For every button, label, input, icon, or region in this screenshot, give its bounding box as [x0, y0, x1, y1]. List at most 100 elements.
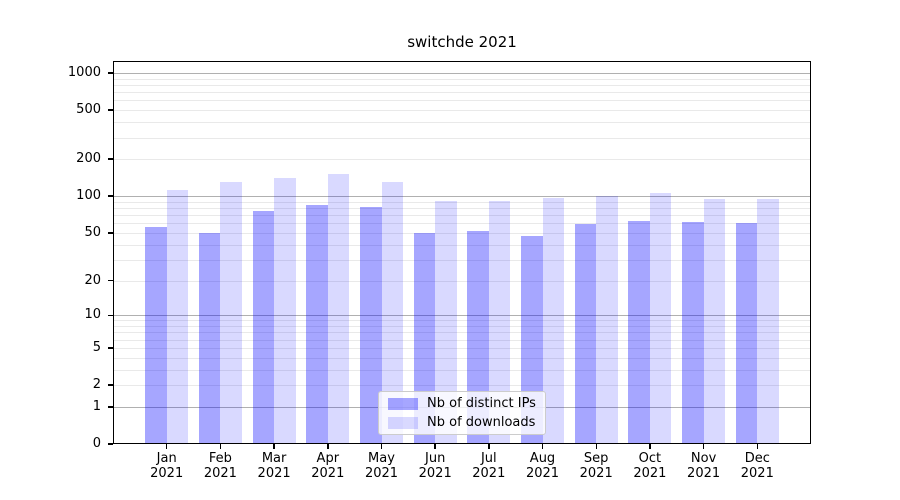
- x-tick-label: Nov 2021: [669, 451, 739, 481]
- bar-downloads-sep: [596, 195, 618, 444]
- y-tick-label: 50: [84, 224, 101, 240]
- x-tick: [219, 444, 222, 449]
- x-tick-year: 2021: [472, 466, 506, 481]
- bar-distinct-ips-may: [360, 207, 382, 444]
- minor-gridline: [113, 137, 811, 139]
- y-tick: [108, 232, 113, 234]
- x-tick-label: Apr 2021: [293, 451, 363, 481]
- bar-downloads-mar: [274, 178, 296, 444]
- x-tick: [541, 444, 544, 449]
- bar-distinct-ips-nov: [682, 221, 704, 444]
- legend-label: Nb of distinct IPs: [427, 396, 536, 411]
- x-tick: [434, 444, 436, 449]
- y-tick: [108, 109, 113, 111]
- bar-distinct-ips-dec: [735, 223, 758, 444]
- x-tick-year: 2021: [150, 466, 184, 481]
- bar-distinct-ips-feb: [198, 232, 221, 444]
- x-tick: [488, 444, 490, 449]
- x-tick-year: 2021: [687, 466, 721, 481]
- y-tick: [108, 347, 113, 349]
- x-tick-label: Feb 2021: [185, 451, 255, 481]
- x-tick-month: Aug: [529, 451, 556, 466]
- minor-gridline: [113, 84, 811, 86]
- minor-gridline: [113, 92, 811, 94]
- x-tick-year: 2021: [579, 466, 613, 481]
- x-tick-month: May: [368, 451, 395, 466]
- minor-gridline: [113, 208, 811, 209]
- major-gridline: [113, 73, 811, 74]
- y-tick-label: 5: [92, 339, 101, 355]
- bar-downloads-feb: [220, 182, 242, 444]
- y-tick: [108, 158, 113, 160]
- x-tick-label: Sep 2021: [561, 451, 631, 481]
- x-tick-label: Jan 2021: [132, 451, 202, 481]
- x-tick-label: Mar 2021: [239, 451, 309, 481]
- x-tick-year: 2021: [418, 466, 452, 481]
- x-tick-month: Dec: [744, 451, 770, 466]
- minor-gridline: [113, 223, 811, 225]
- bar-downloads-oct: [649, 192, 672, 444]
- minor-gridline: [113, 339, 811, 341]
- bar-distinct-ips-mar: [252, 211, 275, 444]
- legend-label: Nb of downloads: [427, 415, 536, 430]
- x-tick-label: May 2021: [347, 451, 417, 481]
- x-tick-month: Mar: [261, 451, 287, 466]
- y-tick: [108, 314, 113, 316]
- bar-distinct-ips-sep: [574, 224, 597, 444]
- major-gridline: [113, 315, 811, 317]
- minor-gridline: [113, 357, 811, 359]
- minor-gridline: [113, 159, 811, 161]
- legend-item: Nb of distinct IPs: [388, 396, 536, 411]
- legend-item: Nb of downloads: [388, 415, 536, 430]
- bar-downloads-jan: [166, 189, 189, 444]
- y-tick-label: 1000: [67, 65, 101, 80]
- y-tick: [108, 279, 113, 282]
- minor-gridline: [113, 100, 811, 102]
- minor-gridline: [113, 244, 811, 246]
- legend-swatch: [388, 397, 418, 410]
- y-tick: [108, 406, 113, 408]
- chart-title: switchde 2021: [407, 33, 517, 51]
- x-tick-year: 2021: [311, 466, 345, 481]
- minor-gridline: [113, 78, 811, 80]
- x-tick-label: Jun 2021: [400, 451, 470, 481]
- bar-distinct-ips-jan: [145, 226, 167, 444]
- minor-gridline: [113, 259, 811, 261]
- y-tick-label: 100: [76, 188, 101, 204]
- x-tick-year: 2021: [364, 466, 399, 481]
- x-tick-month: Jul: [480, 451, 497, 466]
- bar-downloads-apr: [327, 173, 350, 444]
- bar-distinct-ips-apr: [306, 204, 328, 444]
- x-tick-year: 2021: [740, 466, 774, 481]
- legend: Nb of distinct IPs Nb of downloads: [378, 391, 546, 435]
- y-tick-label: 2: [92, 377, 101, 392]
- bar-downloads-jun: [435, 200, 457, 444]
- minor-gridline: [113, 232, 811, 234]
- x-tick-month: Apr: [316, 451, 340, 466]
- y-tick: [108, 443, 113, 445]
- major-gridline: [113, 196, 811, 198]
- x-tick: [702, 444, 705, 449]
- bar-downloads-may: [381, 182, 403, 444]
- x-tick-month: Feb: [208, 451, 232, 466]
- x-tick-label: Jul 2021: [454, 451, 524, 481]
- minor-gridline: [113, 320, 811, 322]
- x-tick-year: 2021: [633, 466, 667, 481]
- y-tick: [108, 195, 113, 197]
- x-tick: [165, 444, 168, 449]
- x-tick-label: Dec 2021: [722, 451, 792, 481]
- x-tick: [327, 444, 329, 449]
- y-tick: [108, 72, 113, 74]
- minor-gridline: [113, 369, 811, 371]
- x-tick-month: Jun: [425, 451, 446, 466]
- x-tick: [273, 444, 275, 449]
- minor-gridline: [113, 280, 811, 282]
- y-tick-label: 0: [92, 436, 101, 451]
- bar-downloads-nov: [703, 199, 726, 444]
- x-tick: [380, 444, 383, 449]
- y-tick-label: 20: [84, 272, 101, 288]
- x-tick-year: 2021: [203, 466, 237, 481]
- x-tick: [595, 444, 597, 449]
- bar-downloads-aug: [542, 197, 564, 444]
